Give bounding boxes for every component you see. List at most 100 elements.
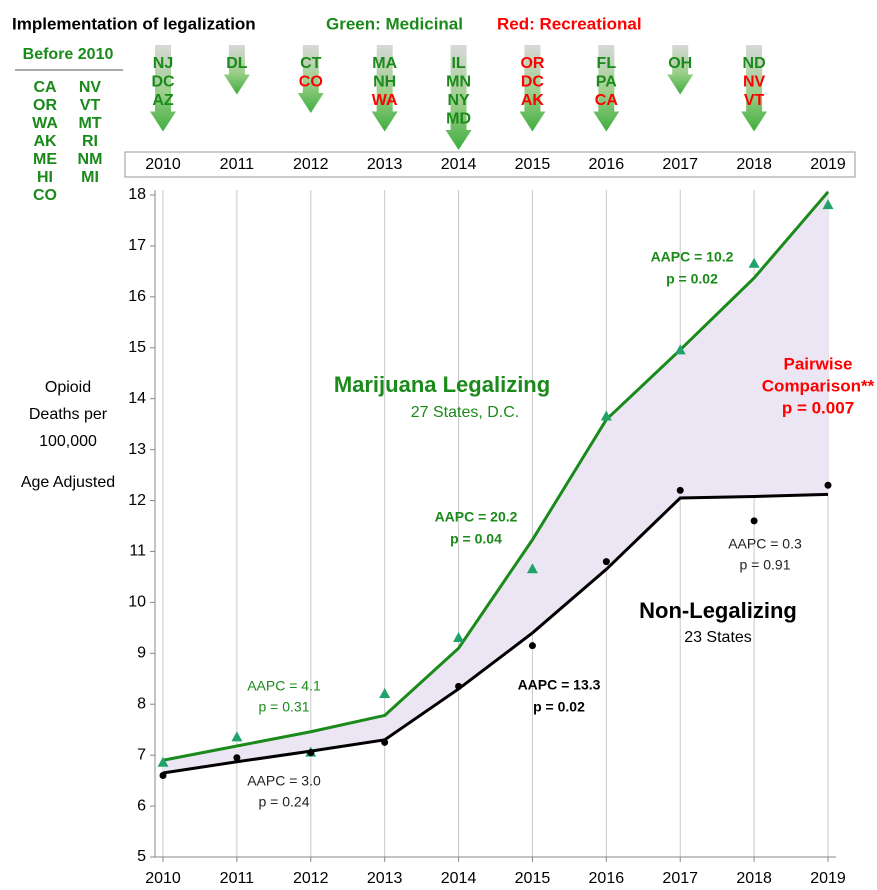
point	[750, 517, 758, 525]
annotation: p = 0.24	[259, 794, 310, 810]
y-tick-label: 16	[128, 288, 146, 305]
state-label: IL	[451, 55, 465, 72]
y-tick-label: 13	[128, 441, 146, 458]
year-label: 2013	[367, 156, 403, 173]
y-axis-label: 100,000	[39, 433, 97, 450]
state-label: NJ	[153, 55, 173, 72]
series-subtitle: 23 States	[684, 629, 752, 646]
state-label: OR	[33, 97, 57, 114]
state-label: NV	[79, 79, 102, 96]
arrow	[297, 45, 324, 113]
recreational-label: Red: Recreational	[497, 14, 642, 33]
y-tick-label: 12	[128, 492, 146, 509]
y-tick-label: 17	[128, 237, 146, 254]
point	[674, 344, 686, 355]
annotation: Pairwise	[784, 354, 853, 373]
state-label: OR	[520, 55, 544, 72]
annotation: p = 0.007	[782, 398, 854, 417]
annotation: p = 0.91	[740, 557, 791, 573]
y-axis-label: Age Adjusted	[21, 474, 115, 491]
annotation: AAPC = 3.0	[247, 773, 321, 789]
y-tick-label: 18	[128, 186, 146, 203]
year-label: 2018	[736, 156, 772, 173]
point	[676, 486, 684, 494]
state-label: CO	[299, 74, 323, 91]
state-label: NH	[373, 74, 396, 91]
point	[526, 563, 538, 574]
before-2010-label: Before 2010	[23, 46, 114, 63]
arrow	[223, 45, 250, 95]
annotation: AAPC = 4.1	[247, 678, 321, 694]
year-label: 2019	[810, 156, 846, 173]
point	[233, 754, 241, 762]
state-label: CA	[595, 92, 619, 109]
y-tick-label: 11	[129, 543, 146, 560]
annotation: Comparison**	[762, 376, 875, 395]
state-label: MN	[446, 74, 471, 91]
state-label: CO	[33, 187, 57, 204]
x-tick-label: 2019	[810, 870, 846, 887]
year-label: 2010	[145, 156, 181, 173]
state-label: AK	[33, 133, 57, 150]
state-label: MA	[372, 55, 397, 72]
state-label: MD	[446, 111, 471, 128]
label-backdrop	[308, 368, 578, 426]
state-label: HI	[37, 169, 53, 186]
x-tick-label: 2015	[515, 870, 551, 887]
year-label: 2011	[220, 156, 255, 173]
point	[602, 558, 610, 566]
fit-line	[162, 190, 830, 762]
y-tick-label: 14	[128, 390, 146, 407]
point	[231, 731, 243, 742]
state-label: NV	[743, 74, 766, 91]
state-label: AK	[521, 92, 545, 109]
point	[381, 738, 389, 746]
state-label: AZ	[152, 92, 174, 109]
state-label: PA	[596, 74, 617, 91]
series-subtitle: 27 States, D.C.	[411, 404, 520, 421]
arrow	[519, 45, 546, 132]
point	[822, 199, 834, 210]
gap-area	[163, 191, 828, 773]
x-tick-label: 2011	[220, 870, 255, 887]
point	[528, 642, 536, 650]
state-label: CT	[300, 55, 322, 72]
annotation: AAPC = 0.3	[728, 536, 802, 552]
state-label: DC	[151, 74, 175, 91]
series-label: Non-Legalizing	[639, 598, 797, 623]
state-label: CA	[33, 79, 57, 96]
state-label: NM	[78, 151, 103, 168]
annotation: p = 0.02	[666, 271, 718, 287]
y-tick-label: 7	[137, 746, 146, 763]
y-tick-label: 5	[137, 848, 146, 865]
x-tick-label: 2017	[662, 870, 698, 887]
y-tick-label: 15	[128, 339, 146, 356]
arrow	[667, 45, 694, 95]
point	[157, 756, 169, 767]
y-tick-label: 9	[137, 645, 146, 662]
state-label: WA	[32, 115, 58, 132]
annotation: p = 0.04	[450, 531, 502, 547]
state-label: VT	[80, 97, 101, 114]
x-tick-label: 2013	[367, 870, 403, 887]
point	[307, 749, 315, 757]
state-label: FL	[597, 55, 617, 72]
point	[748, 257, 760, 268]
series-label: Marijuana Legalizing	[334, 372, 550, 397]
x-tick-label: 2010	[145, 870, 181, 887]
y-axis-label: Deaths per	[29, 406, 108, 423]
arrow	[371, 45, 398, 132]
point	[379, 688, 391, 699]
medicinal-label: Green: Medicinal	[326, 14, 463, 33]
x-tick-label: 2014	[441, 870, 477, 887]
year-label: 2014	[441, 156, 477, 173]
state-label: ME	[33, 151, 57, 168]
year-box	[124, 151, 856, 178]
state-label: NY	[447, 92, 470, 109]
annotation: p = 0.31	[259, 699, 310, 715]
arrow	[741, 45, 768, 132]
x-tick-label: 2012	[293, 870, 329, 887]
state-label: DL	[226, 55, 248, 72]
state-label: WA	[372, 92, 398, 109]
